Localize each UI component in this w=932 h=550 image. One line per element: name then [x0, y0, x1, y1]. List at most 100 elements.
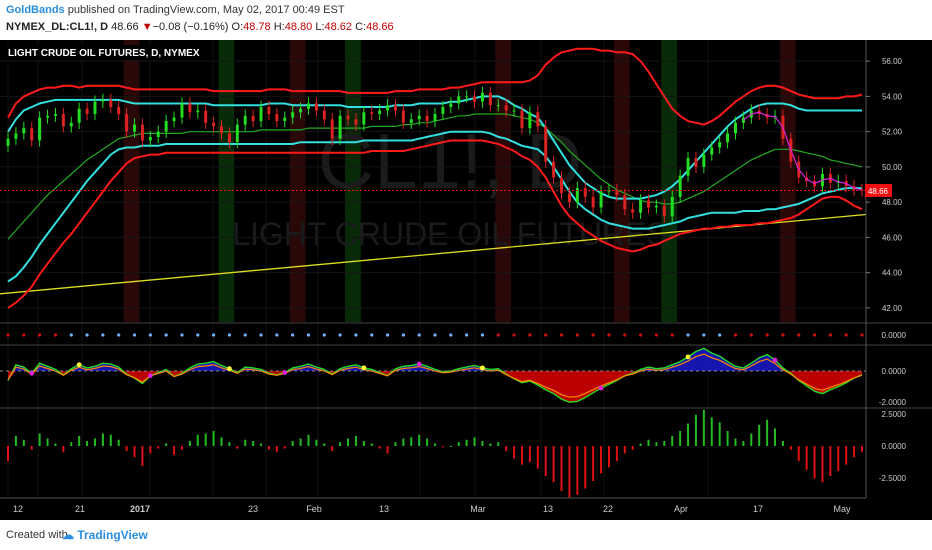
histogram-bar: [687, 423, 690, 446]
cloud-icon: ☁: [62, 528, 74, 542]
candle-body: [560, 177, 564, 194]
crossover-marker: [598, 385, 604, 391]
histogram-bar: [584, 446, 587, 489]
candle-body: [188, 103, 192, 113]
candle: [496, 99, 500, 112]
histogram-bar: [845, 446, 848, 465]
candle-body: [338, 115, 342, 139]
candle-body: [393, 105, 397, 111]
candle: [14, 127, 18, 145]
candle: [188, 97, 192, 119]
ohlc-line: NYMEX_DL:CL1!, D 48.66 ▼−0.08 (−0.16%) O…: [6, 21, 394, 33]
candle-body: [694, 158, 698, 167]
tradingview-logo[interactable]: ☁ TradingView: [62, 528, 148, 542]
candle-body: [370, 112, 374, 115]
histogram-bar: [505, 446, 508, 451]
price-label-bg: [865, 184, 892, 197]
candle: [457, 90, 461, 110]
histogram-bar: [623, 446, 626, 454]
price-tick-label: 52.00: [882, 128, 903, 137]
footer: Created with ☁ TradingView: [0, 520, 932, 550]
signal-dot: [860, 333, 864, 337]
price-tick-label: 54.00: [882, 92, 903, 101]
candle: [354, 113, 358, 131]
candle-body: [473, 96, 477, 102]
histogram-bar: [78, 436, 81, 446]
histogram-bar: [489, 443, 492, 446]
histogram-bar: [173, 446, 176, 455]
histogram-bar: [726, 431, 729, 446]
histogram-bar: [109, 434, 112, 446]
histogram-bar: [497, 442, 500, 446]
histogram-bar: [362, 441, 365, 446]
candle: [243, 109, 247, 131]
candle: [741, 111, 745, 130]
last-price: 48.66: [111, 21, 139, 33]
signal-dot: [686, 333, 690, 337]
candle: [22, 121, 26, 140]
candle: [378, 104, 382, 121]
candle-body: [678, 175, 682, 197]
candle: [401, 104, 405, 130]
candle-body: [85, 108, 89, 115]
histogram-bar: [315, 439, 318, 446]
candle: [314, 97, 318, 117]
histogram-bar: [117, 439, 120, 446]
candle-body: [204, 110, 208, 123]
histogram-bar: [339, 442, 342, 446]
histogram-bar: [813, 446, 816, 479]
signal-dot: [623, 333, 627, 337]
histogram-bar: [307, 434, 310, 446]
candle: [267, 100, 271, 121]
histogram-bar: [46, 438, 49, 446]
candle: [449, 97, 453, 114]
candle: [259, 100, 263, 128]
time-tick-label: 17: [753, 504, 763, 514]
candle-body: [299, 108, 303, 113]
candle-body: [401, 110, 405, 123]
crossover-marker: [480, 365, 485, 371]
histogram-bar: [260, 443, 263, 446]
candle-body: [702, 154, 706, 167]
signal-dot: [22, 333, 26, 337]
histogram-bar: [718, 422, 721, 446]
signal-dot: [480, 333, 485, 337]
histogram-bar: [592, 446, 595, 481]
candle: [552, 155, 556, 184]
signal-dot: [164, 333, 168, 337]
candle: [330, 113, 334, 145]
histogram-bar: [663, 441, 666, 446]
signal-dot: [512, 333, 516, 337]
histogram-bar: [457, 442, 460, 446]
histogram-bar: [244, 439, 247, 446]
histogram-bar: [125, 446, 128, 451]
signal-dot: [670, 333, 674, 337]
sub1-tick-label: 0.0000: [882, 331, 907, 340]
histogram-bar: [101, 433, 104, 446]
histogram-bar: [212, 431, 215, 446]
candle-body: [172, 117, 176, 122]
author-link[interactable]: GoldBands: [6, 4, 65, 16]
histogram-bar: [402, 438, 405, 446]
crossover-marker: [227, 366, 232, 372]
time-tick-label: 13: [379, 504, 389, 514]
histogram-bar: [560, 446, 563, 491]
signal-dot: [749, 333, 753, 337]
histogram-bar: [354, 436, 357, 446]
histogram-bar: [607, 446, 610, 468]
signal-dot: [370, 333, 374, 337]
signal-dot: [718, 333, 722, 337]
candle: [283, 111, 287, 128]
candle-body: [623, 195, 627, 210]
histogram-bar: [781, 441, 784, 446]
candle-body: [314, 103, 318, 111]
signal-dot: [148, 333, 152, 337]
candle: [686, 151, 690, 182]
signal-dot: [528, 333, 532, 337]
candle: [251, 109, 255, 128]
histogram-bar: [70, 442, 73, 446]
histogram-bar: [528, 446, 531, 463]
candle-body: [504, 105, 508, 111]
candle-body: [409, 119, 413, 123]
price-chart[interactable]: CL1!, D LIGHT CRUDE OIL FUTURES 56.00 54.…: [0, 40, 932, 520]
